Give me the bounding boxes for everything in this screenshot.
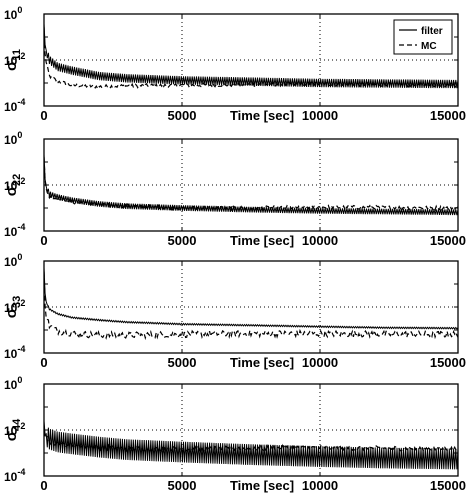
x-tick-label: 5000 — [168, 355, 197, 370]
y-tick-label: 10-4 — [4, 344, 25, 361]
x-tick-label: 0 — [40, 233, 47, 248]
x-tick-label: 10000 — [302, 233, 338, 248]
x-tick-label: 5000 — [168, 108, 197, 123]
y-tick-label: 10-4 — [4, 97, 25, 114]
x-axis-label: Time [sec] — [230, 108, 294, 123]
grid — [44, 261, 458, 353]
series-filter-line — [44, 420, 458, 470]
y-tick-label: 10-2 — [4, 298, 25, 315]
y-tick-label: 10-4 — [4, 467, 25, 484]
x-tick-label: 15000 — [430, 233, 466, 248]
x-tick-label: 10000 — [302, 478, 338, 493]
x-axis-label: Time [sec] — [230, 478, 294, 493]
x-tick-label: 0 — [40, 355, 47, 370]
series-filter-line — [44, 267, 458, 330]
y-axis-label: σ22 — [3, 174, 23, 197]
legend-box — [393, 19, 453, 55]
y-axis-label: σ44 — [3, 418, 23, 441]
plot-frame — [43, 138, 459, 232]
y-tick-label: 100 — [4, 130, 22, 147]
x-tick-label: 15000 — [430, 108, 466, 123]
x-tick-label: 0 — [40, 478, 47, 493]
legend: filter MC — [393, 19, 453, 55]
panel-33: 0 5000 10000 15000 Time [sec] 100 10-2 10-4 σ33 — [3, 252, 466, 370]
y-tick-label: 10-2 — [4, 421, 25, 438]
series-filter-line — [44, 154, 458, 216]
y-tick-label: 10-4 — [4, 222, 25, 239]
y-tick-label: 100 — [4, 375, 22, 392]
x-tick-label: 15000 — [430, 478, 466, 493]
series-MC-line — [44, 271, 458, 341]
x-tick-label: 5000 — [168, 478, 197, 493]
y-tick-label: 10-2 — [4, 51, 25, 68]
y-axis-label: σ33 — [3, 296, 23, 319]
y-axis-label: σ11 — [3, 49, 23, 71]
series-MC-line — [44, 425, 458, 454]
x-tick-label: 10000 — [302, 355, 338, 370]
panel-11: 0 5000 10000 15000 Time [sec] 100 10-2 10-4 σ11 f… — [3, 5, 466, 123]
y-tick-label: 100 — [4, 252, 22, 269]
legend-label-MC: MC — [421, 41, 437, 52]
x-axis-label: Time [sec] — [230, 233, 294, 248]
x-tick-label: 0 — [40, 108, 47, 123]
x-tick-label: 15000 — [430, 355, 466, 370]
panel-44: 0 5000 10000 15000 Time [sec] 100 10-2 10-4 σ44 — [3, 375, 466, 493]
y-tick-label: 10-2 — [4, 176, 25, 193]
x-tick-label: 5000 — [168, 233, 197, 248]
grid — [44, 14, 458, 106]
grid — [44, 139, 458, 231]
x-tick-label: 10000 — [302, 108, 338, 123]
panel-22: 0 5000 10000 15000 Time [sec] 100 10-2 10-4 σ22 — [3, 130, 466, 248]
y-tick-label: 100 — [4, 5, 22, 22]
series-MC-line — [44, 157, 458, 212]
legend-label-filter: filter — [421, 26, 443, 37]
series-filter-line — [44, 23, 458, 89]
x-axis-label: Time [sec] — [230, 355, 294, 370]
